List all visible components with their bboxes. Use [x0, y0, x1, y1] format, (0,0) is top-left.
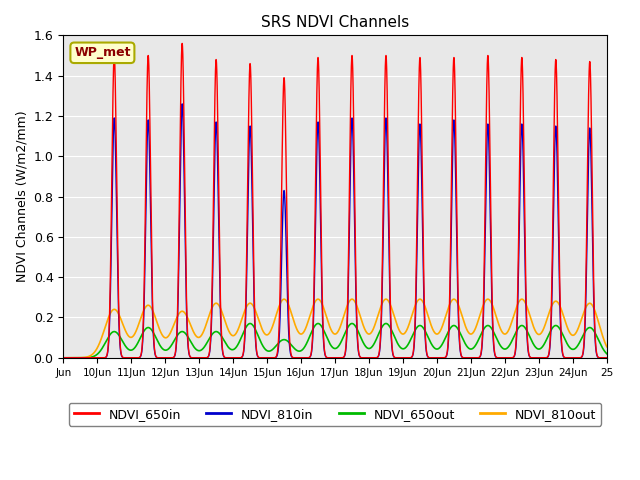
- NDVI_650in: [463, 355, 470, 360]
- NDVI_650out: [256, 337, 264, 343]
- NDVI_810out: [60, 355, 67, 360]
- NDVI_650in: [87, 355, 95, 360]
- NDVI_810out: [484, 296, 492, 302]
- NDVI_650in: [603, 355, 611, 360]
- Y-axis label: NDVI Channels (W/m2/mm): NDVI Channels (W/m2/mm): [15, 111, 28, 282]
- NDVI_650out: [381, 321, 388, 327]
- NDVI_810out: [256, 321, 264, 327]
- NDVI_810out: [381, 297, 388, 302]
- NDVI_810in: [87, 355, 95, 360]
- NDVI_650out: [404, 341, 412, 347]
- NDVI_810out: [603, 344, 611, 349]
- Title: SRS NDVI Channels: SRS NDVI Channels: [261, 15, 409, 30]
- Text: WP_met: WP_met: [74, 46, 131, 60]
- NDVI_810out: [462, 325, 470, 331]
- NDVI_650in: [60, 355, 67, 360]
- NDVI_810out: [404, 323, 412, 329]
- NDVI_810in: [60, 355, 67, 360]
- Line: NDVI_810in: NDVI_810in: [63, 104, 607, 358]
- NDVI_650in: [256, 355, 264, 360]
- NDVI_810in: [492, 353, 499, 359]
- NDVI_650out: [60, 355, 67, 360]
- NDVI_810in: [404, 355, 412, 360]
- NDVI_810in: [256, 355, 264, 360]
- Line: NDVI_810out: NDVI_810out: [63, 299, 607, 358]
- NDVI_810out: [87, 353, 95, 359]
- Line: NDVI_650in: NDVI_650in: [63, 43, 607, 358]
- NDVI_810in: [463, 355, 470, 360]
- NDVI_650out: [348, 321, 356, 326]
- NDVI_650out: [603, 351, 611, 357]
- NDVI_650out: [492, 333, 499, 338]
- NDVI_810in: [179, 101, 186, 107]
- NDVI_650in: [492, 352, 499, 358]
- NDVI_810out: [492, 311, 499, 316]
- NDVI_650out: [463, 342, 470, 348]
- NDVI_810in: [381, 137, 388, 143]
- Legend: NDVI_650in, NDVI_810in, NDVI_650out, NDVI_810out: NDVI_650in, NDVI_810in, NDVI_650out, NDV…: [68, 403, 601, 426]
- NDVI_650in: [404, 355, 412, 360]
- NDVI_650out: [87, 354, 95, 360]
- Line: NDVI_650out: NDVI_650out: [63, 324, 607, 358]
- NDVI_650in: [179, 40, 186, 46]
- NDVI_810in: [603, 355, 611, 360]
- NDVI_650in: [381, 81, 388, 86]
